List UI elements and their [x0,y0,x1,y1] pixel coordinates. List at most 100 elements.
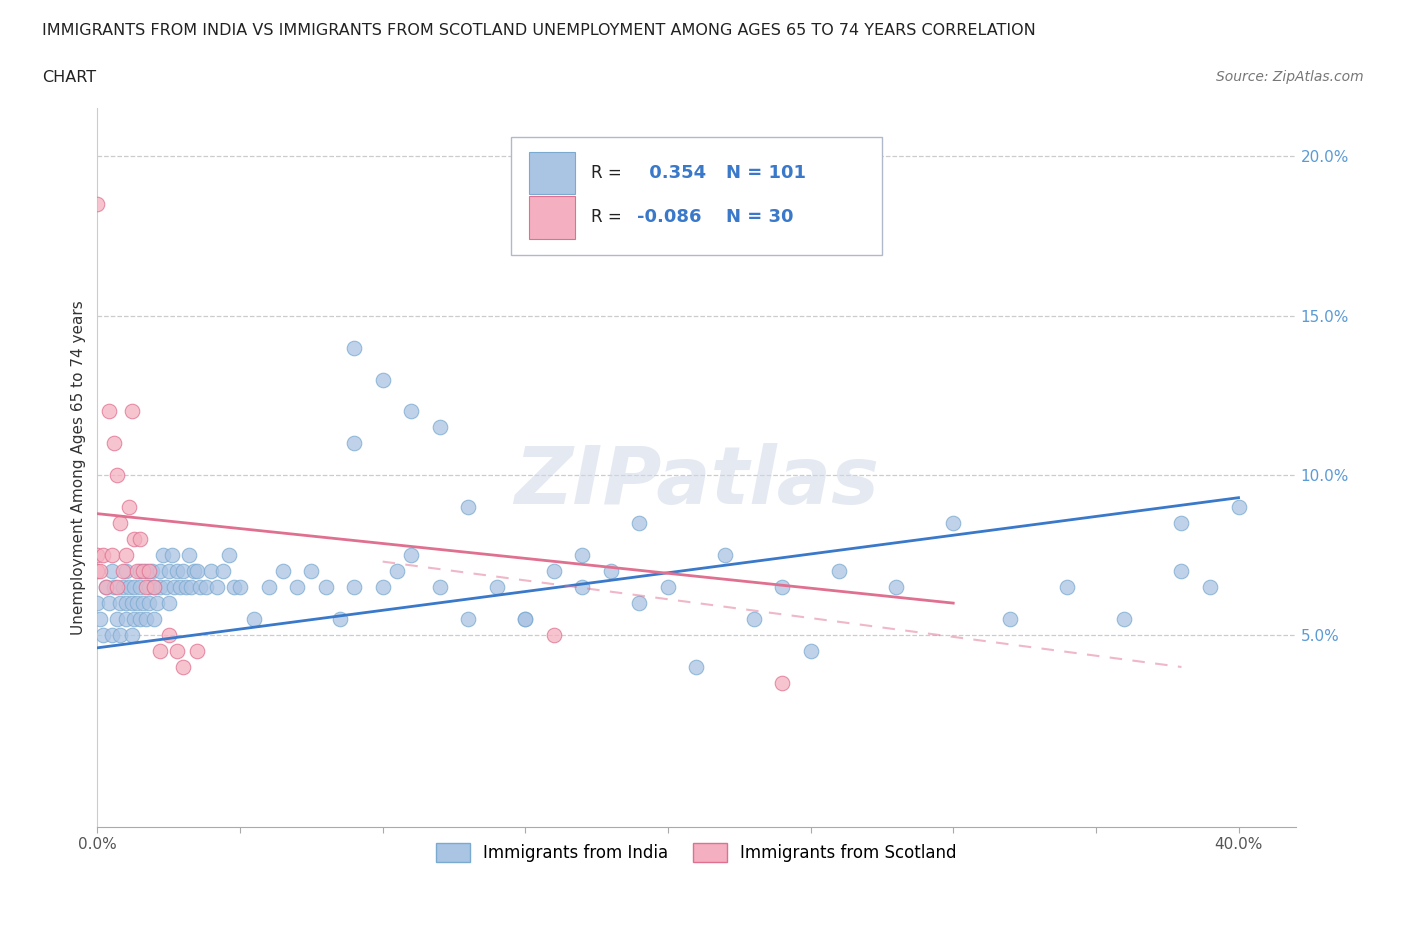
Point [329,612,352,627]
Point [108,628,131,643]
Y-axis label: Unemployment Among Ages 65 to 74 years: Unemployment Among Ages 65 to 74 years [72,300,86,635]
Point [1227,499,1250,514]
Point [166,644,188,658]
Point [105,579,128,594]
Point [770,675,793,690]
Point [132,596,155,611]
Point [89,564,111,578]
Point [742,612,765,627]
Text: R =: R = [591,208,621,226]
Point [152,548,174,563]
Point [127,564,149,578]
Point [115,596,138,611]
Point [457,612,479,627]
Point [108,596,131,611]
Point [112,579,135,594]
Point [155,579,177,594]
Point [94,579,117,594]
Point [299,564,322,578]
Point [103,436,125,451]
Point [343,436,366,451]
Point [149,579,172,594]
Point [129,579,152,594]
Point [243,612,266,627]
Point [174,579,197,594]
Point [194,579,217,594]
Point [138,596,160,611]
Point [143,612,166,627]
Point [100,564,122,578]
Point [105,612,128,627]
Text: Source: ZipAtlas.com: Source: ZipAtlas.com [1216,70,1364,84]
Text: CHART: CHART [42,70,96,85]
Point [141,564,163,578]
Point [218,548,240,563]
Point [343,340,366,355]
Text: R =: R = [591,164,621,181]
Point [770,579,793,594]
Point [103,579,125,594]
Point [571,548,593,563]
Point [121,596,143,611]
Text: IMMIGRANTS FROM INDIA VS IMMIGRANTS FROM SCOTLAND UNEMPLOYMENT AMONG AGES 65 TO : IMMIGRANTS FROM INDIA VS IMMIGRANTS FROM… [42,23,1036,38]
Point [942,516,965,531]
Point [200,564,222,578]
Point [714,548,737,563]
Point [1199,579,1222,594]
Point [138,564,160,578]
Point [115,548,138,563]
Point [657,579,679,594]
Point [229,579,252,594]
Point [429,420,451,435]
Point [86,596,108,611]
Point [135,564,157,578]
Point [129,612,152,627]
Point [212,564,235,578]
Point [183,564,205,578]
Point [371,372,394,387]
Text: -0.086: -0.086 [637,208,702,226]
Point [515,612,537,627]
Point [343,579,366,594]
Point [205,579,228,594]
Point [143,579,166,594]
Point [1170,564,1192,578]
Point [97,404,120,418]
FancyBboxPatch shape [529,196,575,239]
Point [177,548,200,563]
Point [118,579,141,594]
Point [157,564,180,578]
Point [457,499,479,514]
Point [97,596,120,611]
Point [172,564,194,578]
Point [115,612,138,627]
Point [94,579,117,594]
Point [543,564,565,578]
Point [599,564,621,578]
Point [180,579,202,594]
Point [172,659,194,674]
Point [571,579,593,594]
Point [157,628,180,643]
Point [543,628,565,643]
Point [884,579,907,594]
Point [135,612,157,627]
Point [138,579,160,594]
Point [628,516,651,531]
Point [129,532,152,547]
Point [315,579,337,594]
FancyBboxPatch shape [529,152,575,194]
Point [399,548,422,563]
Point [118,499,141,514]
Point [399,404,422,418]
Point [91,548,114,563]
Point [485,579,508,594]
Point [685,659,707,674]
Point [257,579,280,594]
Point [186,564,208,578]
Point [1114,612,1136,627]
Point [186,644,208,658]
Legend: Immigrants from India, Immigrants from Scotland: Immigrants from India, Immigrants from S… [430,836,963,869]
Point [163,579,186,594]
Point [515,612,537,627]
